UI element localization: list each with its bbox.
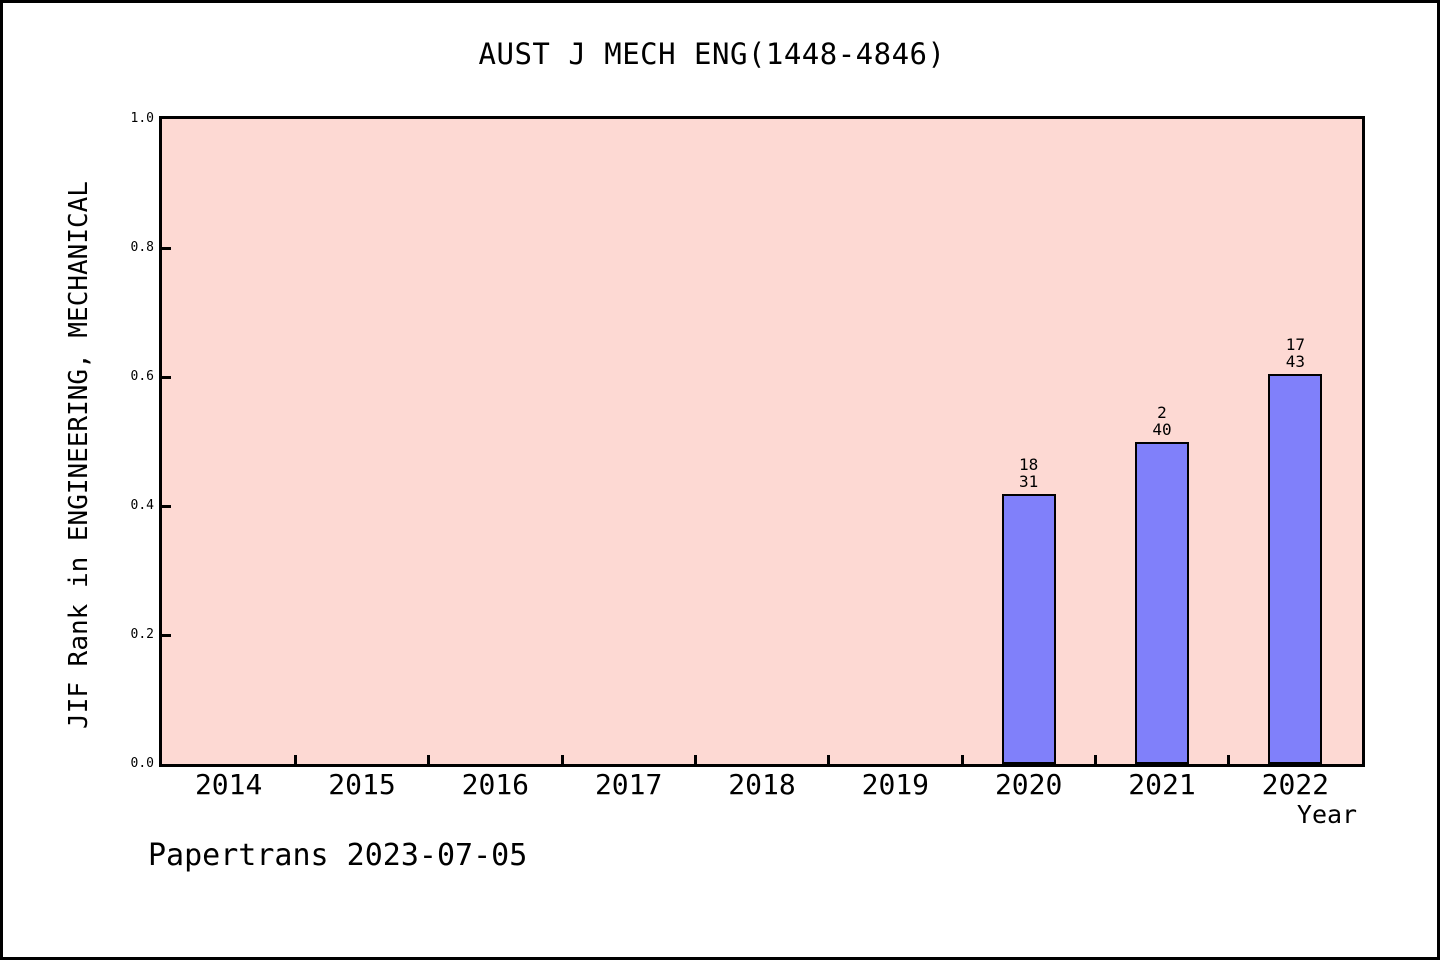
y-tick-label: 0.4 [130, 498, 154, 513]
bar-value-label: 18 31 [1019, 456, 1038, 490]
bar-rank-denominator: 40 [1152, 419, 1172, 439]
y-tick-mark [162, 375, 171, 379]
bar-value-label: 2 40 [1152, 404, 1171, 438]
bar-2022 [1268, 373, 1323, 764]
bar-rank-denominator: 31 [1019, 471, 1039, 491]
y-tick-label: 0.8 [130, 240, 154, 255]
y-tick-label: 0.2 [130, 627, 154, 642]
x-tick-mark [1093, 755, 1097, 764]
x-tick-label: 2017 [594, 768, 663, 801]
bar-2021 [1135, 441, 1189, 764]
y-tick-label: 0.0 [130, 756, 154, 771]
x-tick-label: 2020 [994, 768, 1063, 801]
x-tick-mark [960, 755, 964, 764]
y-tick-label: 1.0 [130, 111, 154, 126]
x-tick-mark [827, 755, 831, 764]
bar-rank-numerator: 17 [1285, 334, 1305, 354]
x-tick-mark [560, 755, 564, 764]
y-tick-mark [162, 504, 171, 508]
x-axis-label: Year [1296, 800, 1358, 829]
bar-rank-numerator: 18 [1019, 454, 1039, 474]
x-tick-label: 2018 [728, 768, 796, 801]
y-axis-label: JIF Rank in ENGINEERING, MECHANICAL [64, 181, 94, 729]
x-tick-label: 2015 [328, 768, 396, 801]
bar-rank-numerator: 2 [1157, 402, 1167, 422]
bar-value-label: 17 43 [1286, 336, 1305, 370]
chart-title: AUST J MECH ENG(1448-4846) [478, 37, 946, 71]
x-tick-label: 2016 [461, 768, 530, 801]
bar-2020 [1001, 493, 1056, 764]
x-tick-mark [427, 755, 431, 764]
y-tick-mark [162, 633, 171, 637]
x-tick-label: 2022 [1261, 768, 1330, 801]
footer-note: Papertrans 2023-07-05 [148, 838, 528, 873]
x-tick-mark [293, 755, 297, 764]
x-tick-label: 2021 [1128, 768, 1196, 801]
x-tick-mark [1227, 755, 1231, 764]
bar-rank-denominator: 43 [1285, 351, 1305, 371]
x-tick-mark [693, 755, 697, 764]
y-tick-label: 0.6 [130, 369, 154, 384]
y-tick-mark [162, 246, 171, 250]
x-tick-label: 2014 [194, 768, 263, 801]
x-tick-label: 2019 [861, 768, 930, 801]
